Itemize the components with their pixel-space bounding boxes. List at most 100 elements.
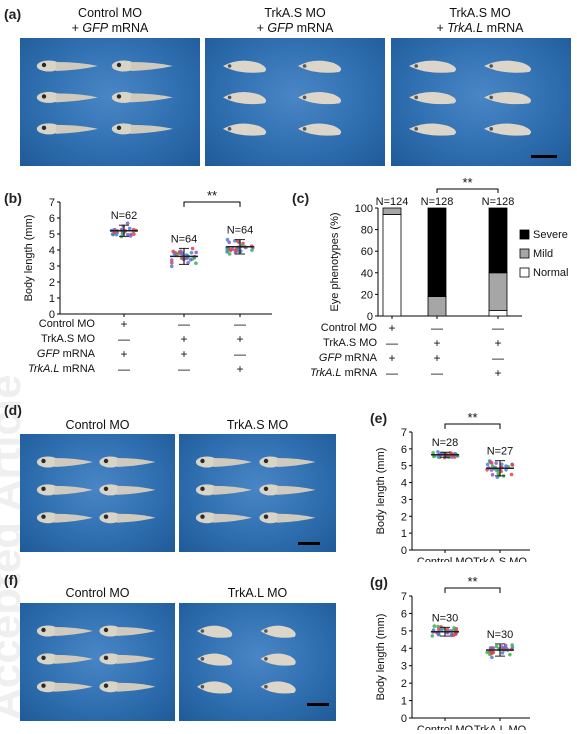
y-tick-label: 7 xyxy=(49,197,55,209)
embryo-eye xyxy=(103,655,109,661)
data-point xyxy=(490,655,494,660)
embryo-eye xyxy=(263,514,269,519)
embryo-eye xyxy=(200,514,205,519)
panel-f-caption-2: TrkA.L MO xyxy=(227,586,288,600)
condition-label: Control MO xyxy=(320,322,377,334)
y-tick-label: 5 xyxy=(401,461,407,473)
data-point xyxy=(190,246,195,251)
data-point xyxy=(188,258,193,262)
embryo-0-0 xyxy=(195,456,252,468)
scale-bar xyxy=(298,542,320,545)
embryo-1-0 xyxy=(197,653,233,666)
data-point xyxy=(169,264,174,269)
photo-trkas-trkal xyxy=(391,38,571,166)
embryo-body xyxy=(197,625,233,638)
condition-label: Control MO xyxy=(38,318,95,330)
embryo-body xyxy=(409,60,456,73)
panel-c-label: (c) xyxy=(292,190,310,206)
data-point xyxy=(494,461,498,465)
y-tick-label: 0 xyxy=(49,309,55,321)
bar-segment-normal xyxy=(382,214,402,317)
embryo-eye xyxy=(264,629,268,633)
data-point xyxy=(227,252,232,256)
data-point xyxy=(436,632,441,637)
embryo-eye xyxy=(489,64,493,68)
embryo-1-0 xyxy=(36,91,98,103)
legend-swatch xyxy=(519,267,530,278)
panel-f-label: (f) xyxy=(4,572,18,588)
n-label: N=27 xyxy=(487,446,514,458)
legend-swatch xyxy=(519,229,530,240)
data-point xyxy=(489,461,494,465)
embryo-layer xyxy=(409,60,531,136)
panel-e-label: (e) xyxy=(370,410,388,426)
condition-label: TrkA.S MO xyxy=(323,337,377,349)
embryo-0-0 xyxy=(36,60,98,72)
embryo-eye xyxy=(302,127,307,131)
data-point xyxy=(489,468,494,472)
data-point xyxy=(112,230,117,235)
embryo-tail xyxy=(117,458,156,467)
embryo-eye xyxy=(200,684,205,689)
embryo-tail xyxy=(277,485,316,495)
embryo-eye xyxy=(264,657,268,661)
bar-segment-mild xyxy=(427,296,447,317)
embryo-eye xyxy=(489,95,493,100)
condition-mark: — xyxy=(178,317,190,331)
y-tick-label: 2 xyxy=(49,277,55,289)
embryo-body xyxy=(484,60,531,73)
bar-segment-severe xyxy=(488,207,508,274)
embryo-tail xyxy=(56,62,98,71)
y-axis-label: Body length (mm) xyxy=(375,614,387,701)
panel-d-caption-2: TrkA.S MO xyxy=(226,418,289,432)
embryo-0-1 xyxy=(99,456,156,468)
embryo-body xyxy=(197,653,233,666)
embryo-0-1 xyxy=(298,60,342,73)
legend-label: Normal xyxy=(533,267,568,279)
embryo-eye xyxy=(41,627,46,633)
data-point xyxy=(189,250,194,255)
panel-a-caption-3: TrkA.S MO + TrkA.L mRNA xyxy=(436,6,524,35)
data-point xyxy=(186,260,190,265)
embryo-1-0 xyxy=(223,92,267,105)
condition-mark: + xyxy=(180,332,188,346)
condition-mark: + xyxy=(180,347,188,361)
panel-f-caption-1: Control MO xyxy=(65,586,130,600)
y-tick-label: 3 xyxy=(401,661,407,673)
y-tick-label: 3 xyxy=(49,261,55,273)
condition-label: TrkA.L mRNA xyxy=(309,367,377,379)
y-tick-label: 6 xyxy=(401,444,407,456)
embryo-2-0 xyxy=(36,123,98,135)
photo-d-control xyxy=(20,434,175,552)
condition-mark: — xyxy=(386,336,398,350)
y-tick-label: 4 xyxy=(401,478,407,490)
panel-g-label: (g) xyxy=(370,574,388,590)
embryo-1-0 xyxy=(409,92,456,105)
embryo-tail xyxy=(117,485,156,495)
embryo-tail xyxy=(117,654,156,664)
data-point xyxy=(432,624,437,628)
bar-segment-normal xyxy=(488,310,508,317)
y-tick-label: 5 xyxy=(401,626,407,638)
y-tick-label: 1 xyxy=(49,293,55,305)
photo-d-trkas xyxy=(179,434,336,552)
embryo-eye xyxy=(103,458,109,464)
data-point xyxy=(510,643,514,647)
embryo-body xyxy=(298,92,342,105)
embryo-eye xyxy=(227,95,232,100)
data-point xyxy=(490,473,495,477)
data-point xyxy=(185,256,189,260)
y-tick-label: 7 xyxy=(401,591,407,603)
embryo-eye xyxy=(264,684,268,689)
embryo-layer xyxy=(36,60,173,135)
condition-mark: — xyxy=(492,351,504,365)
embryo-body xyxy=(260,625,296,638)
embryo-eye xyxy=(414,127,418,131)
embryo-2-1 xyxy=(259,512,316,524)
y-tick-label: 2 xyxy=(401,678,407,690)
y-tick-label: 100 xyxy=(355,203,373,215)
embryo-tail xyxy=(131,124,173,134)
x-tick-label: Control MO xyxy=(417,556,474,562)
embryo-eye xyxy=(489,127,493,131)
embryo-eye xyxy=(103,486,109,492)
